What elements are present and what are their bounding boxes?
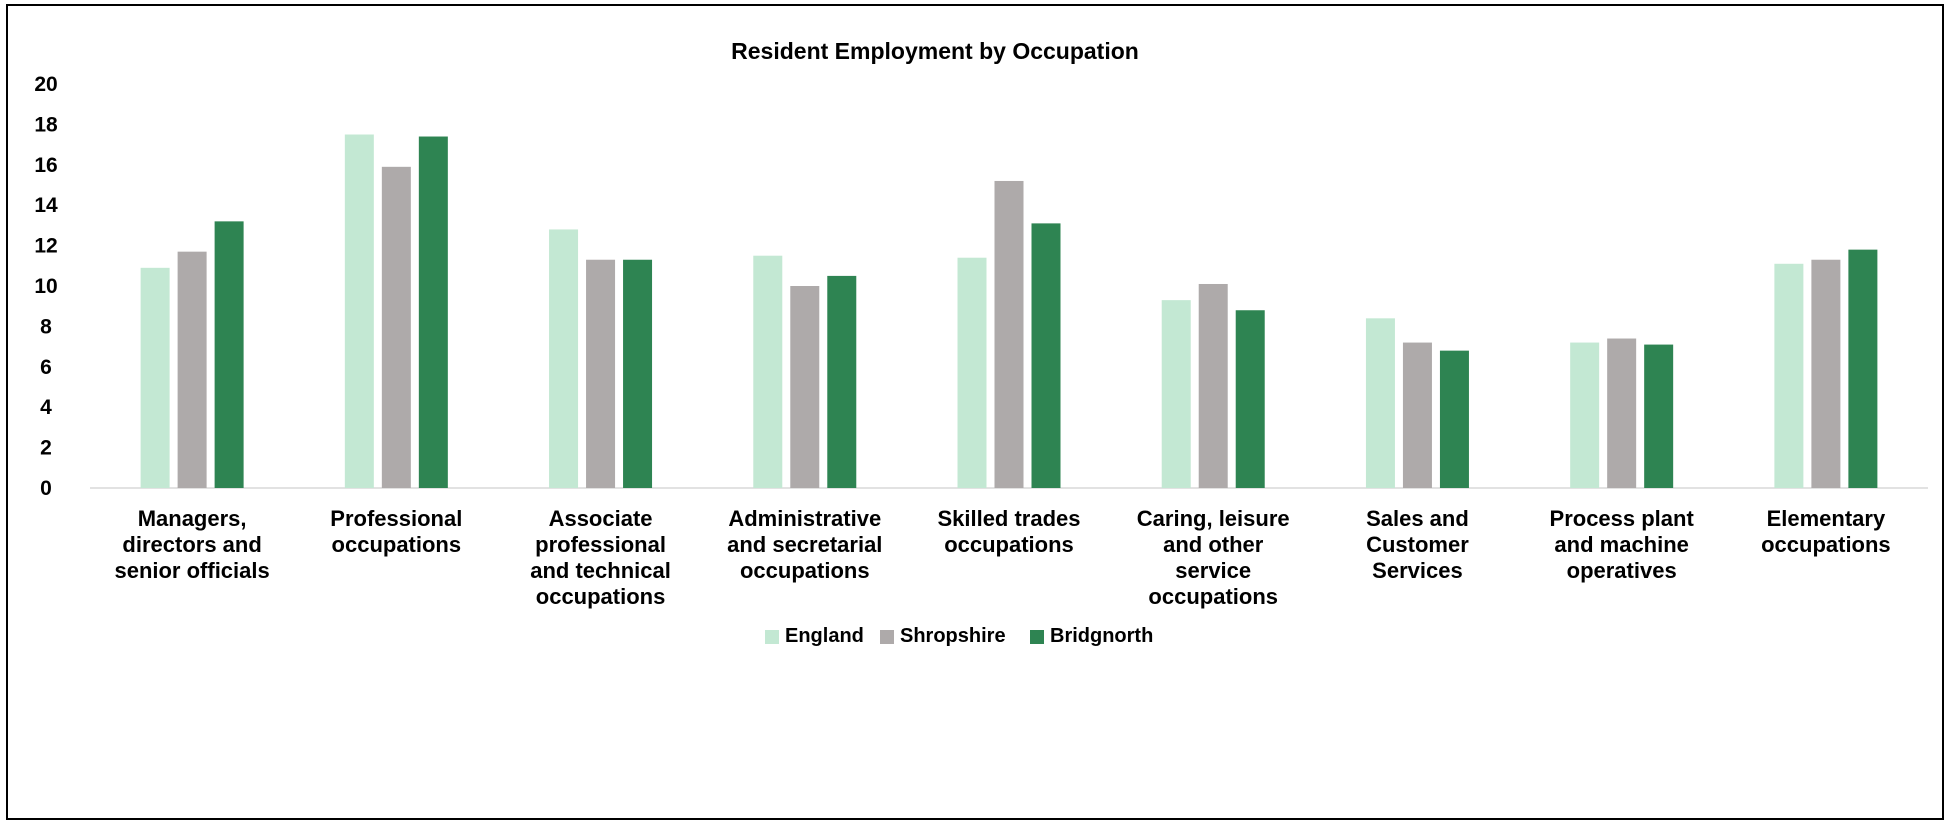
x-tick-label: Managers, directors and senior officials (114, 506, 269, 583)
legend-label-bridgnorth: Bridgnorth (1050, 625, 1153, 647)
legend-label-shropshire: Shropshire (900, 625, 1006, 647)
y-tick-label: 18 (34, 113, 58, 136)
bar-england (1774, 263, 1804, 488)
bar-shropshire (1198, 283, 1228, 488)
chart: Resident Employment by Occupation 0 2 4 6 8 1… (34, 38, 1928, 647)
bar-england (1365, 318, 1395, 488)
y-tick-label: 12 (34, 235, 57, 258)
x-tick-label: Elementary occupations (1761, 506, 1891, 557)
bar-bridgnorth (1644, 344, 1674, 488)
bar-shropshire (994, 180, 1024, 488)
y-tick-label: 4 (40, 396, 52, 419)
bar-shropshire (177, 251, 207, 488)
x-tick-label: Sales and Customer Services (1366, 506, 1469, 583)
y-tick-label: 6 (40, 356, 52, 379)
y-tick-label: 14 (34, 194, 58, 217)
y-tick-label: 0 (40, 477, 52, 500)
chart-frame: Resident Employment by Occupation 0 2 4 6 8 1… (6, 4, 1944, 820)
y-tick-label: 8 (40, 315, 52, 338)
bar-bridgnorth (623, 259, 653, 488)
legend: England Shropshire Bridgnorth (765, 625, 1153, 647)
x-tick-label: Skilled trades occupations (937, 506, 1080, 557)
bar-bridgnorth (214, 221, 244, 489)
bar-shropshire (790, 286, 820, 488)
bar-shropshire (1811, 259, 1841, 488)
x-tick-label: Professional occupations (330, 506, 462, 557)
bar-shropshire (586, 259, 616, 488)
bar-bridgnorth (827, 275, 857, 488)
bar-shropshire (1607, 338, 1637, 488)
bar-bridgnorth (1031, 223, 1061, 488)
bar-shropshire (381, 166, 411, 488)
y-tick-label: 2 (40, 437, 52, 460)
bar-england (1161, 300, 1191, 488)
bar-england (1570, 342, 1600, 488)
bar-england (140, 267, 170, 488)
legend-swatch-bridgnorth (1030, 630, 1044, 644)
legend-swatch-shropshire (880, 630, 894, 644)
bar-bridgnorth (1848, 249, 1878, 488)
chart-title: Resident Employment by Occupation (731, 38, 1139, 64)
y-tick-label: 10 (34, 275, 57, 298)
bars (140, 134, 1878, 489)
x-tick-label: Administrative and secretarial occupations (727, 506, 882, 583)
bar-england (549, 229, 579, 488)
bar-bridgnorth (1439, 350, 1469, 488)
x-tick-label: Caring, leisure and other service occupatio… (1137, 506, 1290, 609)
legend-swatch-england (765, 630, 779, 644)
x-axis-ticks: Managers, directors and senior officials Pr… (114, 506, 1890, 609)
x-tick-label: Process plant and machine operatives (1550, 506, 1695, 583)
y-tick-label: 20 (34, 73, 57, 96)
y-axis-ticks: 0 2 4 6 8 10 12 14 16 18 20 (34, 73, 58, 500)
bar-england (957, 257, 987, 488)
bar-bridgnorth (1235, 310, 1265, 488)
y-tick-label: 16 (34, 154, 57, 177)
bar-shropshire (1402, 342, 1432, 488)
bar-england (753, 255, 783, 488)
legend-label-england: England (785, 625, 864, 647)
x-tick-label: Associate professional and technical occupa… (530, 506, 671, 609)
bar-england (344, 134, 374, 488)
bar-bridgnorth (418, 136, 448, 488)
